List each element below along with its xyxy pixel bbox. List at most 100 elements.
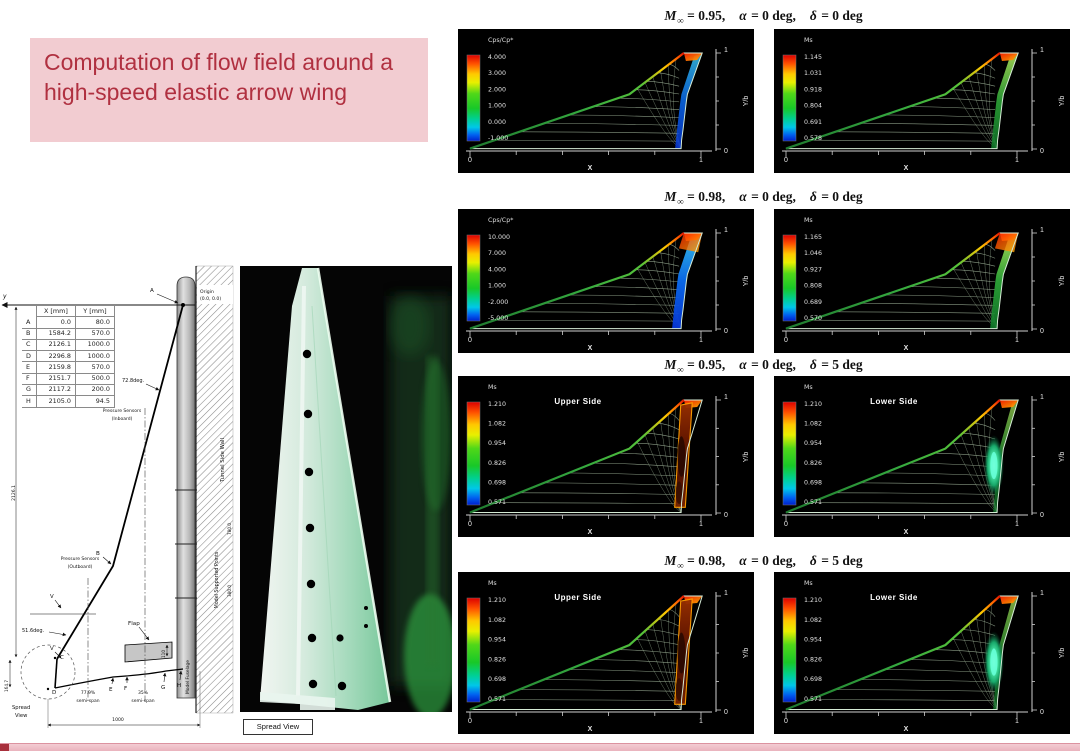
- wing-model-photo: [240, 266, 456, 718]
- x-axis-label: X: [904, 726, 909, 733]
- tip-chord-dim-label: 164.7: [4, 680, 9, 692]
- x-value-cell: 1584.2: [35, 327, 76, 340]
- condition-header: M∞ = 0.95, α = 0 deg, δ = 0 deg: [455, 8, 1072, 26]
- table-row: F 2151.7 500.0: [22, 372, 115, 385]
- colorbar: [782, 234, 797, 322]
- x-tick-0: 0: [784, 718, 788, 725]
- colorbar-tick-label: 1.210: [804, 401, 822, 408]
- tunnel-side-wall-label: Tunnel Side Wall: [220, 438, 226, 483]
- x-axis: 0 1 X: [466, 150, 712, 172]
- surface-side-label: Upper Side: [554, 593, 601, 602]
- sweep-inboard-label: 72.8deg.: [122, 378, 145, 384]
- x-tick-0: 0: [468, 337, 472, 344]
- y-tick-0: 0: [724, 512, 728, 519]
- infinity-subscript: ∞: [677, 196, 684, 207]
- flap-shape: [124, 641, 173, 663]
- colorbar-tick-label: 0.826: [804, 460, 822, 467]
- table-row: H 2105.0 94.5: [22, 395, 115, 408]
- colorbar-legend: Ms 1.210 1.082 0.954 0.826 0.698 0.571: [466, 580, 506, 703]
- y-value-cell: 200.0: [74, 383, 115, 397]
- wing-contours: [810, 406, 998, 513]
- colorbar-tick-label: 0.954: [804, 637, 822, 644]
- y-axis-label: Y/b: [743, 452, 750, 463]
- delta-value: = 5 deg: [821, 357, 863, 372]
- point-e-leader: [110, 677, 115, 685]
- colorbar-tick-label: 1.031: [804, 70, 822, 77]
- x-axis-label: X: [904, 165, 909, 172]
- y-tick-1: 1: [1040, 590, 1044, 597]
- x-tick-1: 1: [1015, 718, 1019, 725]
- colorbar-legend: Cps/Cp* 10.000 7.000 4.000 1.000 -2.000 -5.00…: [466, 217, 513, 322]
- x-value-cell: 2117.2: [35, 383, 76, 397]
- colorbar-legend: Cps/Cp* 4.000 3.000 2.000 1.000 0.000 -1.000: [466, 37, 513, 142]
- point-f-label: F: [124, 686, 127, 692]
- x-value-cell: 2105.0: [35, 395, 76, 408]
- y-tick-1: 1: [1040, 227, 1044, 234]
- x-value-cell: 0.0: [35, 316, 76, 329]
- point-g-label: G: [161, 685, 165, 691]
- x-tick-1: 1: [699, 718, 703, 725]
- flow-features: [991, 53, 1019, 149]
- pressure-sensors-inboard-label: Pressure Sensors: [103, 408, 142, 414]
- table-row: D 2296.8 1000.0: [22, 350, 115, 363]
- y-tick-0: 0: [1040, 512, 1044, 519]
- x-value-cell: 2126.1: [35, 338, 76, 352]
- colorbar-tick-label: 1.000: [488, 103, 506, 110]
- x-tick-1: 1: [699, 337, 703, 344]
- colorbar-tick-label: 0.570: [804, 315, 822, 322]
- colorbar-legend: Ms 1.210 1.082 0.954 0.826 0.698 0.571: [782, 384, 822, 506]
- view-marker-2-arrow: [54, 651, 62, 659]
- colorbar-tick-label: 1.000: [488, 283, 506, 290]
- coordinate-table-header-row: X [mm] Y [mm]: [22, 304, 115, 318]
- y-axis-label: Y/b: [743, 96, 750, 107]
- spread-view-label-1: Spread: [12, 705, 30, 711]
- wing-outline: [469, 52, 703, 150]
- colorbar-title: Ms: [488, 384, 497, 391]
- colorbar-tick-label: 1.082: [804, 617, 822, 624]
- y-tick-0: 0: [724, 328, 728, 335]
- colorbar-tick-label: 0.826: [488, 656, 506, 663]
- colorbar-title: Ms: [804, 384, 813, 391]
- y-value-cell: 500.0: [74, 372, 115, 385]
- y-axis-label: Y/b: [1059, 648, 1066, 659]
- colorbar-tick-label: 1.210: [804, 597, 822, 604]
- flow-features: [674, 400, 703, 508]
- pressure-sensors-outboard-sub: (Outboard): [68, 564, 93, 570]
- x-tick-0: 0: [784, 157, 788, 164]
- colorbar-tick-label: 0.698: [804, 676, 822, 683]
- point-id-cell: C: [22, 339, 37, 352]
- origin-label-line2: (0.0, 0.0): [200, 296, 221, 302]
- mach-value: = 0.95,: [687, 357, 726, 372]
- infinity-subscript: ∞: [677, 560, 684, 571]
- delta-value: = 0 deg: [821, 189, 863, 204]
- infinity-subscript: ∞: [677, 364, 684, 375]
- sweep-inboard-leader: [145, 383, 160, 391]
- y-tick-0: 0: [724, 148, 728, 155]
- point-e-label: E: [109, 687, 113, 693]
- y-axis: 1 0 Y/b: [715, 227, 750, 335]
- colorbar: [782, 54, 797, 142]
- colorbar: [466, 597, 481, 703]
- y-tick-0: 0: [1040, 709, 1044, 716]
- colorbar-legend: Ms 1.210 1.082 0.954 0.826 0.698 0.571: [782, 580, 822, 703]
- point-g-leader: [162, 672, 167, 683]
- point-c-label: C: [60, 655, 64, 661]
- model-fuselage-label: Model Fuselage: [185, 660, 191, 694]
- condition-header: M∞ = 0.95, α = 0 deg, δ = 5 deg: [455, 357, 1072, 375]
- colorbar-title: Ms: [804, 37, 813, 44]
- alpha-symbol: α: [739, 189, 747, 204]
- contour-plot-svg: 0 1 X1 0 Y/b Ms 1.2101.0820.9540.8260.69…: [782, 580, 1066, 733]
- y-axis: 1 0 Y/b: [715, 590, 750, 716]
- colorbar-tick-label: 1.082: [488, 421, 506, 428]
- colorbar-tick-label: 0.571: [488, 696, 506, 703]
- surface-side-label: Upper Side: [554, 397, 601, 406]
- contour-plot-svg: 0 1 X1 0 Y/b Ms 1.1651.0460.9270.8080.68…: [782, 217, 1066, 352]
- wing-contours: [494, 406, 682, 513]
- delta-value: = 5 deg: [821, 553, 863, 568]
- y-axis-label: Y/b: [1059, 96, 1066, 107]
- colorbar-tick-label: 1.046: [804, 250, 822, 257]
- y-tick-0: 0: [1040, 148, 1044, 155]
- y-value-cell: 80.0: [74, 316, 115, 329]
